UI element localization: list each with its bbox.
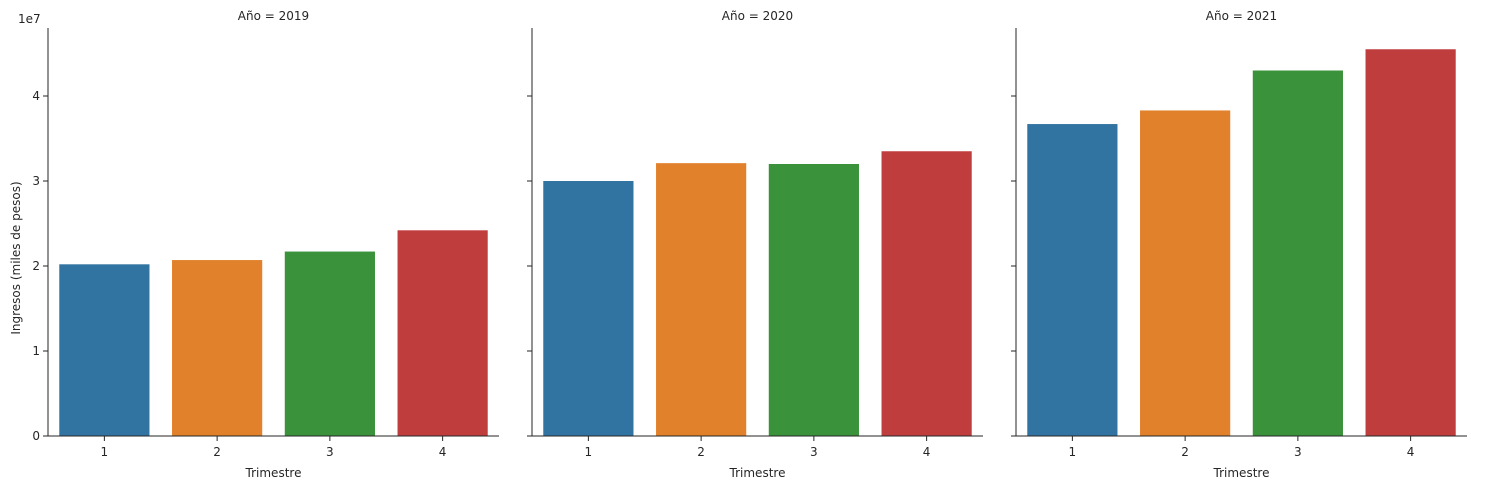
- x-tick-label: 1: [585, 445, 593, 459]
- x-axis-title: Trimestre: [245, 466, 302, 480]
- bar-4: [397, 230, 488, 436]
- x-tick-label: 4: [923, 445, 931, 459]
- x-tick-label: 3: [810, 445, 818, 459]
- bar-2: [656, 163, 747, 436]
- panels: Año = 2019 1 2 3 4 0 1 2 3 4 Trimestre Año = 2020 1 2…: [32, 9, 1467, 480]
- x-tick-label: 1: [101, 445, 109, 459]
- x-tick-label: 3: [326, 445, 334, 459]
- y-tick-label: 4: [32, 89, 40, 103]
- x-tick-label: 2: [697, 445, 705, 459]
- y-axis-offset-label: 1e7: [18, 12, 41, 26]
- panel-title: Año = 2020: [722, 9, 793, 23]
- bar-3: [768, 164, 859, 436]
- y-tick-label: 1: [32, 344, 40, 358]
- x-axis-title: Trimestre: [1213, 466, 1270, 480]
- y-axis-title: Ingresos (miles de pesos): [9, 181, 23, 334]
- x-tick-label: 1: [1069, 445, 1077, 459]
- bar-1: [543, 181, 634, 436]
- bar-3: [284, 251, 375, 436]
- panel-title: Año = 2021: [1206, 9, 1277, 23]
- panel-title: Año = 2019: [238, 9, 309, 23]
- x-tick-label: 2: [213, 445, 221, 459]
- x-axis-title: Trimestre: [729, 466, 786, 480]
- bar-2: [1140, 110, 1231, 436]
- bar-3: [1252, 70, 1343, 436]
- panel-2: Año = 2020 1 2 3 4 Trimestre: [527, 9, 983, 480]
- x-tick-label: 3: [1294, 445, 1302, 459]
- bar-2: [172, 260, 263, 436]
- x-tick-label: 2: [1181, 445, 1189, 459]
- bar-4: [881, 151, 972, 436]
- bar-1: [1027, 124, 1118, 437]
- bar-1: [59, 264, 150, 436]
- panel-1: Año = 2019 1 2 3 4 0 1 2 3 4 Trimestre: [32, 9, 499, 480]
- x-tick-label: 4: [439, 445, 447, 459]
- y-tick-label: 3: [32, 174, 40, 188]
- y-tick-label: 0: [32, 429, 40, 443]
- y-tick-label: 2: [32, 259, 40, 273]
- x-tick-label: 4: [1407, 445, 1415, 459]
- panel-3: Año = 2021 1 2 3 4 Trimestre: [1011, 9, 1467, 480]
- bar-4: [1365, 49, 1456, 436]
